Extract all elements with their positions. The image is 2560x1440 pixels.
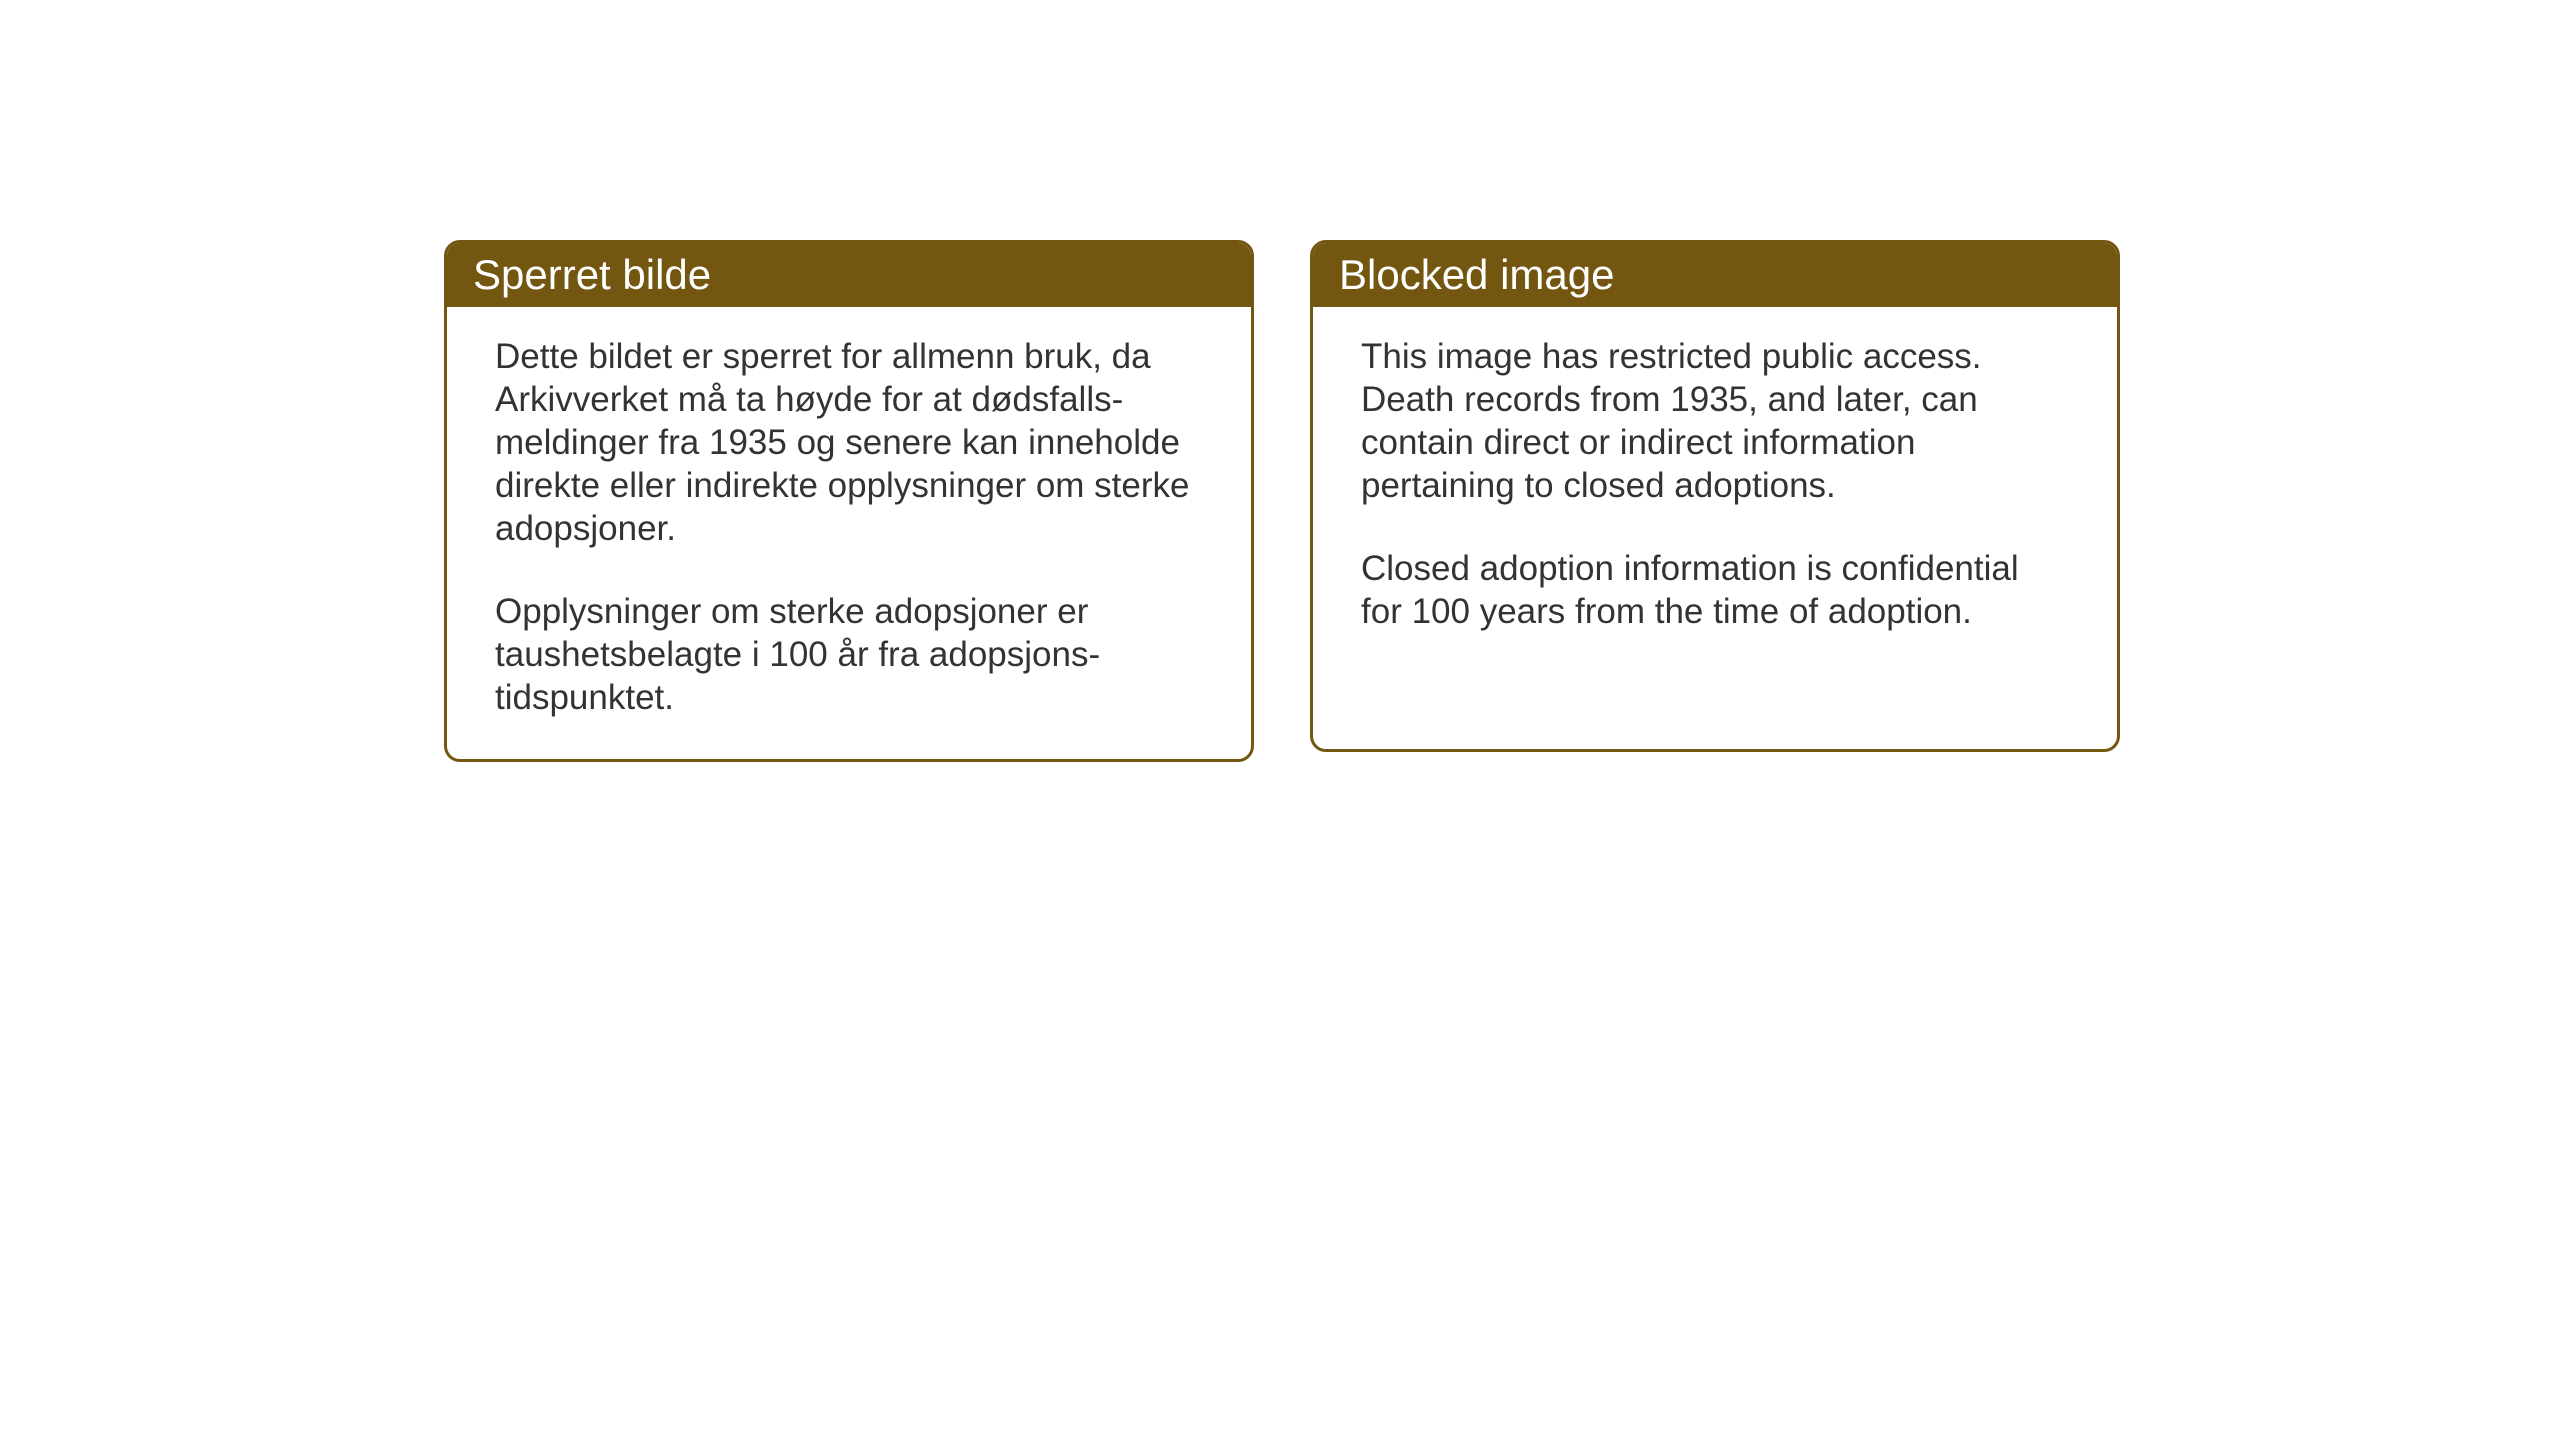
- notice-box-english: Blocked image This image has restricted …: [1310, 240, 2120, 752]
- notice-header-norwegian: Sperret bilde: [447, 243, 1251, 307]
- notice-title-english: Blocked image: [1339, 251, 1614, 298]
- notice-body-english: This image has restricted public access.…: [1313, 307, 2117, 673]
- notice-box-norwegian: Sperret bilde Dette bildet er sperret fo…: [444, 240, 1254, 762]
- notice-header-english: Blocked image: [1313, 243, 2117, 307]
- notice-paragraph-2-norwegian: Opplysninger om sterke adopsjoner er tau…: [495, 590, 1203, 719]
- notice-paragraph-2-english: Closed adoption information is confident…: [1361, 547, 2069, 633]
- notice-paragraph-1-english: This image has restricted public access.…: [1361, 335, 2069, 507]
- notice-title-norwegian: Sperret bilde: [473, 251, 711, 298]
- notice-body-norwegian: Dette bildet er sperret for allmenn bruk…: [447, 307, 1251, 759]
- notice-paragraph-1-norwegian: Dette bildet er sperret for allmenn bruk…: [495, 335, 1203, 550]
- notices-container: Sperret bilde Dette bildet er sperret fo…: [444, 240, 2120, 762]
